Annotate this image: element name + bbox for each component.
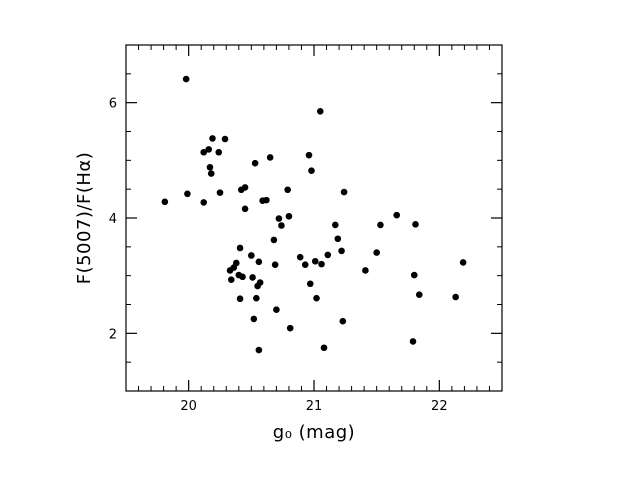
- data-point: [459, 259, 467, 266]
- data-point: [239, 273, 246, 281]
- data-point: [296, 253, 304, 261]
- data-point: [278, 222, 285, 229]
- data-point: [251, 159, 259, 167]
- data-point: [409, 338, 417, 345]
- data-point: [286, 324, 294, 332]
- data-point: [311, 257, 319, 265]
- data-point: [338, 247, 345, 255]
- minor-ticks: [125, 44, 503, 392]
- data-point: [340, 188, 348, 196]
- data-point: [301, 261, 309, 269]
- x-tick-label: 22: [431, 399, 448, 414]
- data-point: [308, 167, 315, 175]
- data-point: [271, 261, 279, 269]
- data-point: [241, 205, 249, 213]
- data-point: [200, 199, 208, 206]
- x-tick-label: 21: [306, 399, 323, 414]
- data-point: [266, 154, 274, 161]
- data-point: [184, 190, 191, 198]
- major-ticks: [126, 45, 502, 391]
- data-point: [334, 235, 342, 243]
- data-points: [161, 75, 467, 354]
- data-point: [182, 75, 190, 83]
- data-point: [263, 196, 270, 204]
- data-point: [236, 244, 244, 252]
- y-axis-label: F(5007)/F(Hα): [74, 152, 95, 285]
- data-point: [316, 108, 324, 115]
- data-point: [284, 186, 291, 194]
- data-point: [207, 170, 215, 177]
- x-tick-label: 20: [180, 399, 197, 414]
- data-point: [253, 294, 260, 302]
- data-point: [161, 198, 169, 206]
- data-point: [452, 293, 459, 301]
- data-point: [285, 212, 293, 220]
- data-point: [415, 291, 423, 298]
- y-tick-label: 2: [109, 327, 117, 342]
- data-point: [249, 274, 256, 281]
- data-point: [205, 146, 213, 153]
- data-point: [215, 148, 223, 156]
- y-tick-label: 6: [109, 97, 117, 112]
- data-point: [324, 251, 332, 259]
- data-point: [410, 271, 418, 279]
- data-point: [221, 135, 229, 143]
- data-point: [339, 317, 347, 325]
- data-point: [227, 276, 235, 284]
- data-point: [256, 279, 264, 286]
- data-point: [273, 306, 280, 313]
- data-point: [255, 346, 263, 354]
- data-point: [255, 258, 263, 266]
- data-point: [362, 267, 369, 274]
- data-point: [250, 315, 258, 323]
- data-point: [306, 280, 314, 288]
- data-point: [206, 163, 214, 171]
- y-tick-label: 4: [109, 212, 117, 227]
- data-point: [373, 249, 380, 256]
- data-point: [275, 215, 283, 222]
- data-point: [232, 259, 240, 267]
- plot-frame: [125, 44, 503, 392]
- data-point: [318, 260, 325, 268]
- data-point: [248, 252, 255, 259]
- data-point: [332, 221, 339, 229]
- data-point: [200, 148, 208, 156]
- data-point: [393, 211, 401, 219]
- data-point: [236, 295, 244, 303]
- data-point: [241, 184, 249, 191]
- data-point: [313, 294, 320, 302]
- data-point: [216, 189, 224, 196]
- data-point: [270, 236, 278, 244]
- x-axis-label: g₀ (mag): [273, 422, 355, 443]
- data-point: [209, 135, 216, 142]
- data-point: [305, 151, 313, 159]
- data-point: [320, 344, 328, 352]
- data-point: [412, 221, 419, 228]
- data-point: [377, 221, 384, 229]
